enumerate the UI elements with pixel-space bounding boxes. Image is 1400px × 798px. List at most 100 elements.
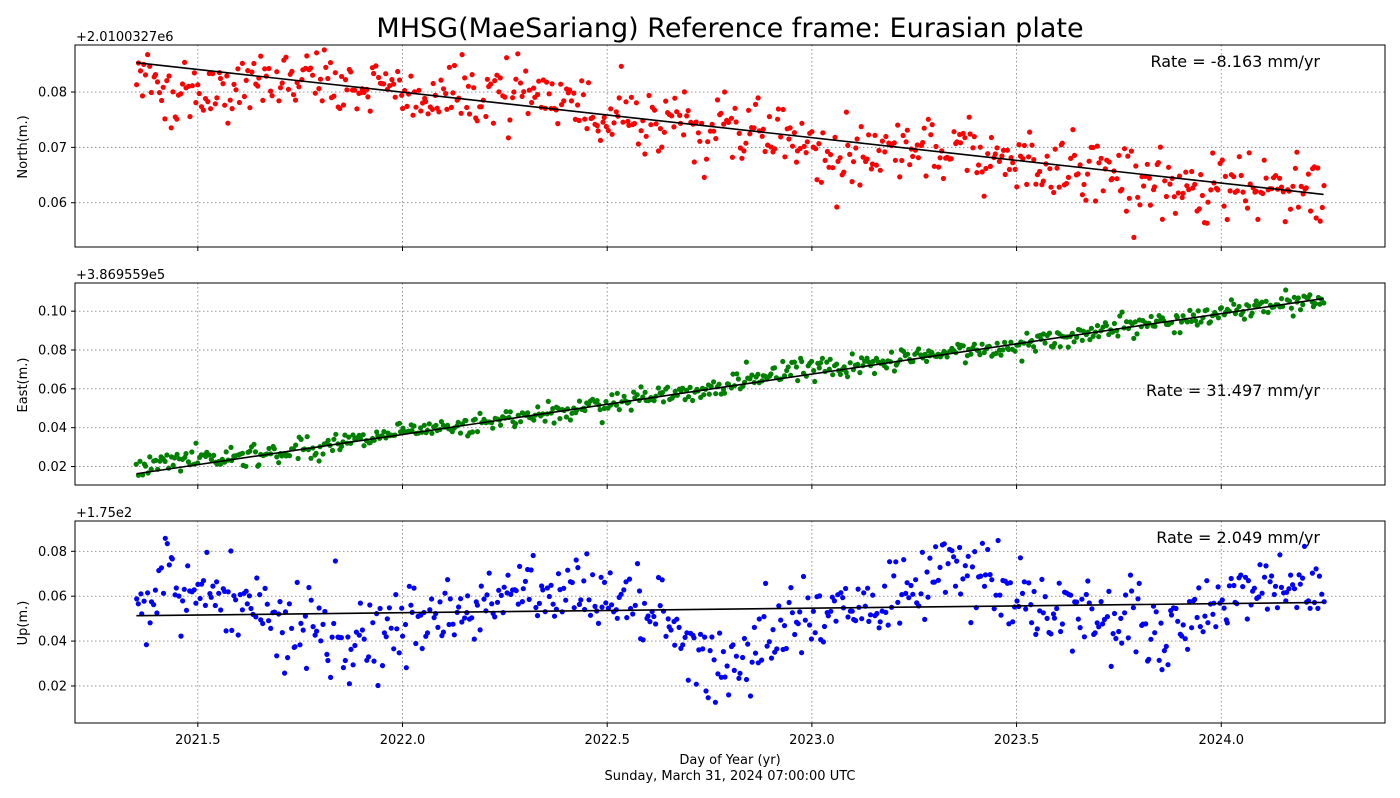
up-point [581, 578, 587, 584]
north-point [1027, 129, 1033, 135]
north-point [296, 84, 302, 90]
up-point [1264, 606, 1270, 612]
north-point [857, 182, 863, 188]
north-point [964, 167, 970, 173]
up-point [310, 624, 316, 630]
east-point [545, 398, 551, 404]
east-point [1190, 312, 1196, 318]
north-point [462, 75, 468, 81]
up-point [1133, 649, 1139, 655]
up-point [471, 636, 477, 642]
up-point [1029, 620, 1035, 626]
up-point [722, 674, 728, 680]
east-point [1046, 330, 1053, 336]
east-point [1094, 323, 1101, 329]
north-point [483, 113, 489, 120]
north-point [381, 81, 387, 87]
xtick-label: 2022.5 [584, 733, 630, 748]
up-point [949, 548, 955, 554]
east-point [655, 385, 662, 391]
east-point [133, 461, 139, 467]
up-point [244, 601, 250, 607]
up-point [1111, 610, 1118, 617]
north-point [459, 52, 465, 58]
up-point [1294, 604, 1300, 611]
north-point [1227, 188, 1233, 194]
north-point [1031, 157, 1037, 163]
north-point [804, 139, 810, 145]
up-point [548, 582, 554, 588]
up-point [399, 605, 405, 611]
north-point [196, 90, 202, 97]
north-point [843, 109, 850, 115]
north-point [659, 144, 665, 150]
east-point [1132, 319, 1138, 325]
up-point [1286, 586, 1292, 592]
east-point [251, 441, 257, 447]
north-point [490, 120, 496, 126]
up-point [257, 592, 263, 598]
north-point [1253, 188, 1259, 194]
up-point [1309, 570, 1315, 576]
north-point [507, 117, 513, 123]
up-point [924, 569, 930, 575]
north-point [174, 116, 180, 122]
up-point [143, 642, 149, 648]
east-point [749, 372, 755, 378]
north-point [224, 73, 230, 79]
up-point [624, 615, 630, 621]
north-point [344, 87, 350, 93]
north-point [907, 162, 913, 168]
east-point [841, 364, 847, 370]
north-point [290, 92, 297, 98]
north-point [1199, 192, 1205, 199]
up-point [371, 658, 377, 664]
north-point [308, 65, 314, 71]
north-point [677, 112, 683, 118]
north-point [803, 150, 809, 156]
up-point [919, 549, 926, 555]
up-point [1257, 562, 1263, 568]
up-point [592, 603, 598, 610]
up-point [1092, 630, 1098, 636]
up-point [1033, 631, 1039, 638]
up-point [702, 634, 708, 640]
up-point [845, 614, 851, 620]
east-point [1069, 330, 1075, 336]
up-point [1204, 578, 1210, 584]
up-point [891, 573, 897, 579]
up-point [697, 631, 704, 637]
up-point [260, 620, 266, 627]
up-point [1163, 643, 1169, 650]
up-point [935, 577, 942, 583]
east-point [665, 384, 671, 390]
north-point [1090, 144, 1096, 151]
north-point [584, 126, 590, 132]
east-point [557, 416, 563, 422]
east-point [1134, 331, 1140, 337]
up-point [843, 585, 849, 592]
north-point [603, 123, 609, 130]
east-point [429, 430, 435, 436]
north-point [818, 179, 825, 185]
up-point [941, 541, 947, 547]
north-point [713, 136, 719, 142]
north-ytick-label: 0.08 [38, 86, 67, 101]
north-point [826, 164, 832, 170]
east-point [1207, 319, 1213, 325]
north-point [837, 155, 843, 161]
up-point [478, 583, 484, 589]
up-point [736, 675, 742, 681]
east-point [1032, 348, 1039, 354]
north-point [235, 66, 241, 72]
up-point [1051, 615, 1058, 621]
north-point [746, 107, 752, 113]
east-point [256, 462, 262, 468]
north-point [1242, 198, 1249, 204]
north-point [860, 154, 866, 160]
up-point [1228, 575, 1234, 582]
north-point [799, 120, 805, 126]
north-point [1261, 157, 1267, 163]
east-point [1300, 302, 1306, 308]
north-point [251, 60, 257, 67]
